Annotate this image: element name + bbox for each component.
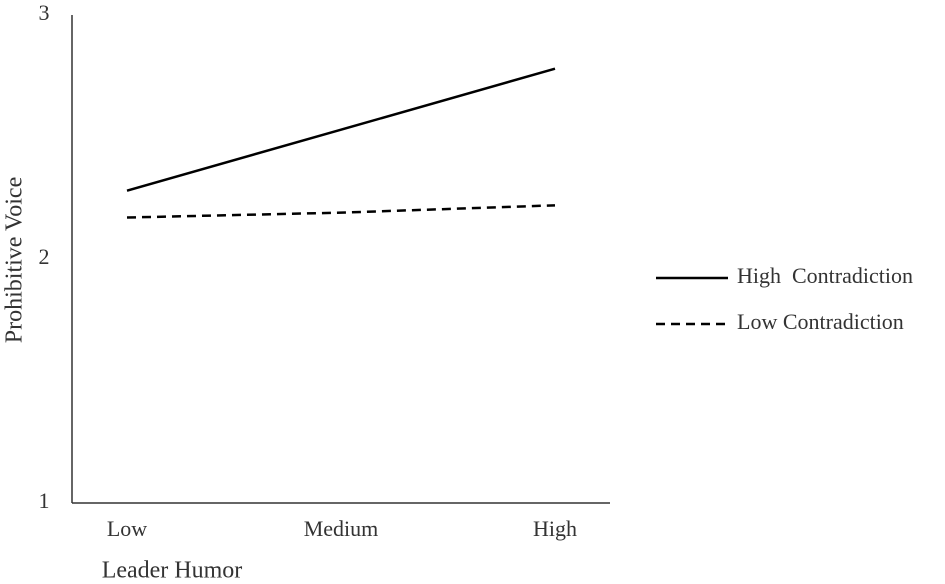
x-tick-label: Low: [107, 516, 147, 541]
y-tick-label: 3: [39, 0, 50, 25]
legend-label: High Contradiction: [737, 263, 913, 288]
y-tick-label: 1: [39, 488, 50, 513]
series-line: [126, 67, 556, 192]
x-axis-label: Leader Humor: [102, 558, 243, 584]
series-line: [126, 204, 556, 219]
x-tick-label: High: [533, 516, 577, 541]
y-axis-label: Prohibitive Voice: [2, 177, 28, 343]
legend-label: Low Contradiction: [737, 309, 904, 334]
y-tick-label: 2: [39, 244, 50, 269]
x-tick-label: Medium: [304, 516, 379, 541]
